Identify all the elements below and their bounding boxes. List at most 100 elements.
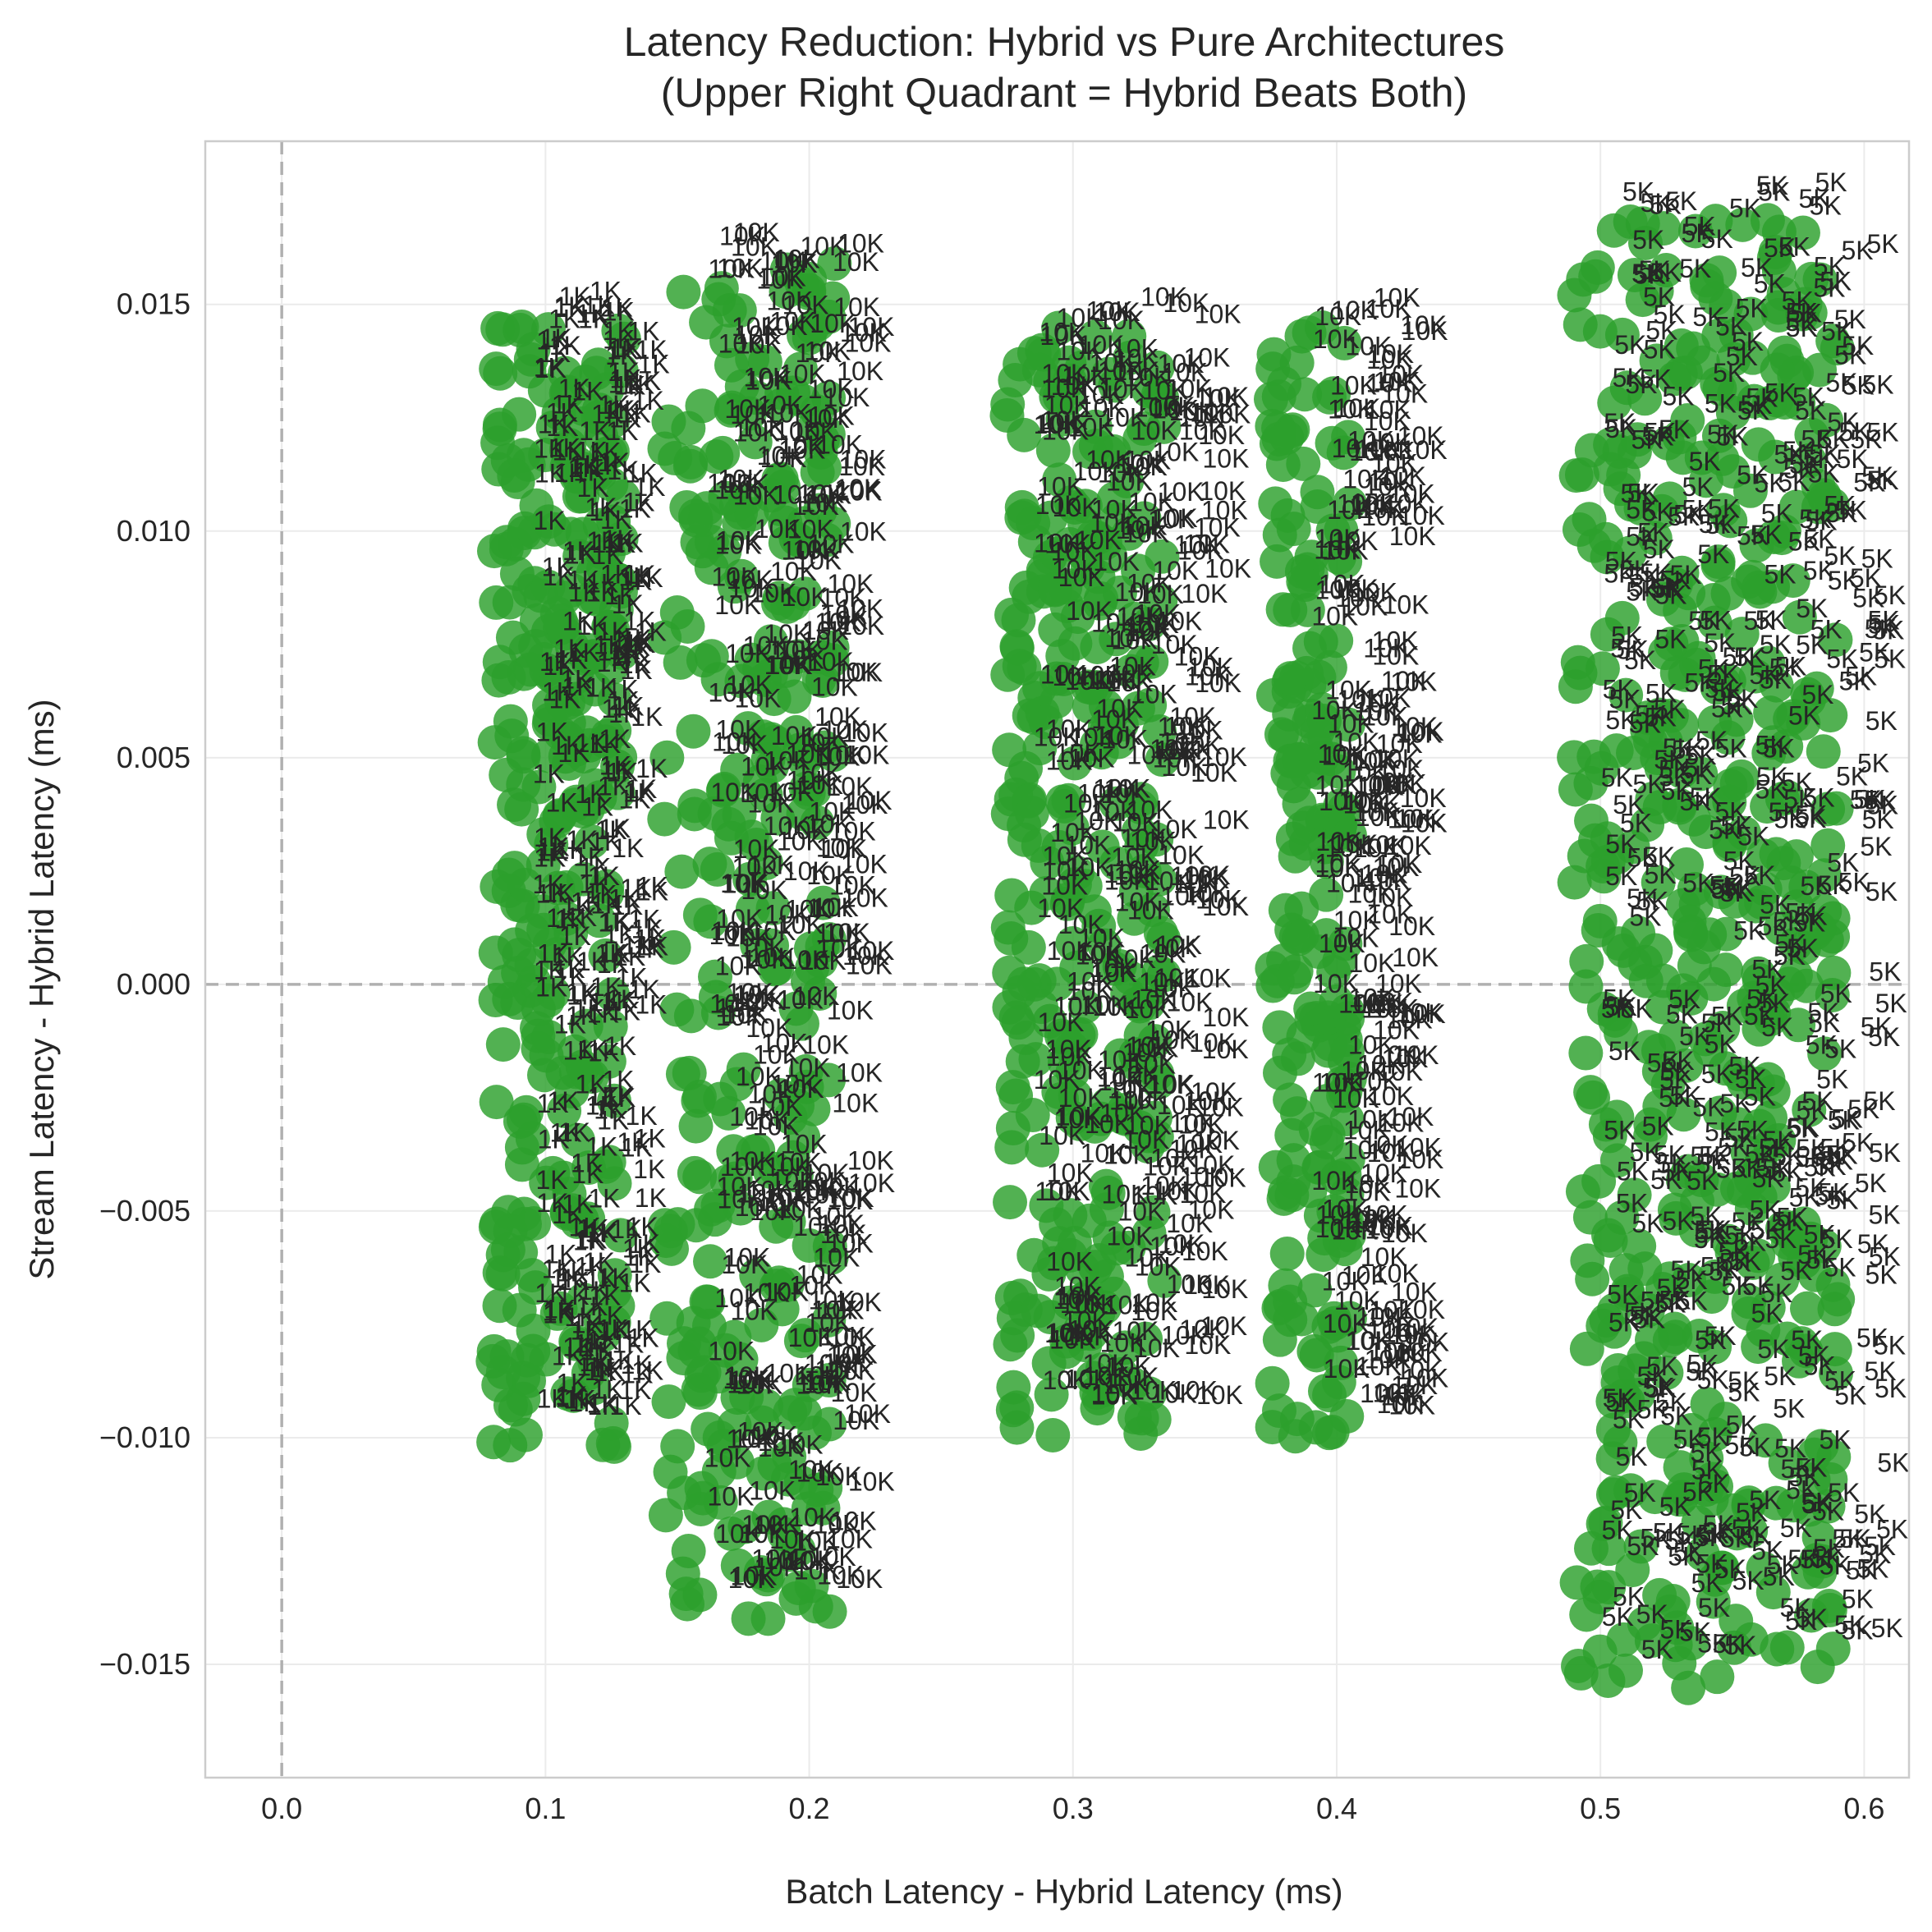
point-label: 5K [1740,390,1772,420]
point-label: 10K [1104,866,1151,896]
data-point [700,995,736,1030]
data-point [1035,433,1071,468]
data-point [561,459,596,494]
point-label: 10K [715,715,762,745]
data-point [558,1054,594,1090]
data-point [705,773,741,808]
point-label: 10K [1166,988,1213,1017]
point-label: 5K [1785,307,1817,337]
point-label: 5K [1797,1095,1829,1125]
data-point [732,861,768,897]
point-label: 5K [1755,605,1787,635]
data-point [1586,1506,1621,1541]
data-point [1074,670,1109,705]
data-point [1034,1377,1069,1412]
point-label: 10K [1357,1050,1404,1080]
data-point [1731,564,1766,599]
point-label: 5K [1690,782,1722,812]
point-label: 1K [590,451,622,480]
point-label: 10K [846,951,893,980]
data-point [1258,1150,1293,1185]
data-point [1581,1163,1617,1199]
data-point [1014,890,1049,925]
data-point [1569,943,1604,979]
data-point [516,332,551,367]
point-label: 1K [555,962,587,992]
data-point [658,441,693,476]
point-label: 10K [1183,343,1230,373]
data-point [1099,622,1134,657]
data-point [1262,1393,1297,1429]
data-point [1045,638,1081,673]
point-label: 1K [538,1125,570,1154]
point-label: 1K [555,835,587,865]
point-label: 5K [1874,644,1906,673]
data-point [600,775,636,810]
data-point [483,356,518,391]
point-label: 10K [1140,282,1187,312]
point-label: 5K [1803,444,1835,474]
point-label: 10K [1195,383,1241,413]
data-point [778,714,814,750]
data-point [717,1408,752,1443]
point-label: 5K [1801,680,1833,709]
data-point [724,663,759,699]
point-label: 1K [574,1329,606,1359]
point-label: 5K [1728,1378,1760,1407]
data-point [1269,420,1305,455]
data-point [1315,513,1351,548]
data-point [1330,1141,1365,1177]
point-label: 5K [1620,479,1652,508]
point-label: 10K [1335,583,1382,613]
data-point [1558,772,1593,807]
data-point [1121,553,1156,589]
point-label: 5K [1839,666,1871,695]
data-point [990,910,1026,945]
data-point [537,512,572,547]
data-point [539,1296,575,1331]
data-point [689,491,724,526]
point-label: 5K [1762,1154,1794,1184]
point-label: 5K [1729,1246,1761,1276]
point-label: 10K [1356,989,1403,1019]
point-label: 10K [1394,1174,1441,1204]
point-label: 1K [559,921,591,951]
point-label: 10K [1349,491,1396,521]
point-label: 5K [1700,605,1732,635]
data-point [1057,1225,1092,1260]
point-label: 5K [1632,225,1664,255]
point-label: 5K [1604,1115,1636,1145]
data-point [753,1154,788,1189]
point-label: 1K [608,884,640,914]
point-label: 1K [579,870,611,899]
data-point [700,1188,736,1223]
point-label: 5K [1834,341,1866,370]
data-point [1300,475,1335,510]
point-label: 5K [1835,495,1867,525]
point-label: 10K [1361,702,1408,732]
data-point [999,1390,1035,1425]
data-point [1055,1054,1090,1090]
point-label: 10K [1112,1316,1159,1346]
point-label: 10K [1042,415,1089,445]
data-point [1669,847,1705,883]
data-point [521,1031,556,1067]
data-point [1262,517,1297,553]
point-label: 10K [792,535,839,565]
data-point [1696,1584,1731,1619]
point-label: 10K [1076,941,1122,971]
y-tick-label: 0.005 [117,741,190,774]
point-label: 5K [1601,763,1633,792]
data-point [766,469,801,504]
point-label: 5K [1694,1215,1726,1245]
point-label: 10K [1150,1232,1196,1261]
data-point [1026,337,1062,372]
point-label: 10K [1365,428,1412,457]
data-point [1018,1042,1053,1077]
data-point [1096,481,1131,516]
data-point [1025,1132,1060,1168]
data-point [1332,486,1367,521]
point-label: 5K [1715,733,1747,763]
point-label: 1K [612,833,644,863]
data-point [772,1439,807,1474]
